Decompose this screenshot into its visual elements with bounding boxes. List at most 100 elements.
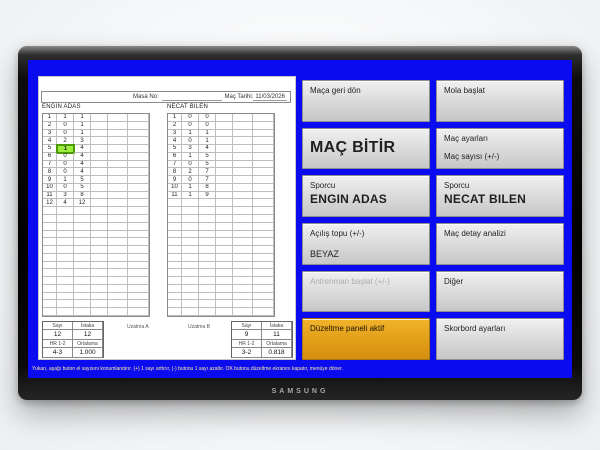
score-cell	[199, 215, 216, 223]
score-cell	[233, 114, 253, 122]
score-cell	[91, 308, 108, 316]
score-cell	[233, 207, 253, 215]
scoreboard-screen: Masa No: Maç Tarihi: 11/03/2026 ENGIN AD…	[28, 60, 572, 378]
score-cell	[233, 277, 253, 285]
score-cell	[108, 261, 128, 270]
score-cell: 1	[74, 129, 91, 138]
score-cell	[91, 114, 108, 122]
score-cell	[182, 292, 199, 301]
button-mac-detay-analizi[interactable]: Maç detay analizi	[436, 223, 564, 265]
score-cell	[74, 277, 91, 285]
player1-score-table: 1 1 1 2 0 1 3 0 1 4 2 3 5 1 4 6 0 4 7 0 4 8 0 4 9 1 5 10 0 5 11 3 8 12 4 12	[42, 113, 150, 317]
score-cell	[74, 253, 91, 262]
score-cell	[43, 308, 57, 316]
score-cell	[43, 230, 57, 239]
button-sporcu-engin-adas[interactable]: Sporcu ENGIN ADAS	[302, 175, 430, 217]
score-cell: 0	[182, 114, 199, 122]
score-cell: 9	[43, 176, 57, 184]
score-cell	[108, 277, 128, 285]
player1-ortalama-value: 1.000	[73, 348, 103, 358]
score-cell	[253, 238, 274, 247]
score-cell	[108, 137, 128, 146]
button-maca-geri-don[interactable]: Maça geri dön	[302, 80, 430, 122]
score-cell	[43, 222, 57, 231]
score-cell	[128, 176, 149, 184]
button-mac-bitir[interactable]: MAÇ BİTİR	[302, 127, 430, 170]
score-cell: 2	[182, 168, 199, 177]
match-date-label: Maç Tarihi:	[224, 94, 254, 100]
score-cell	[43, 238, 57, 247]
score-cell: 4	[74, 168, 91, 177]
score-cell	[57, 222, 74, 231]
button-label: Açılış topu (+/-)	[310, 229, 365, 238]
stat-header-ortalama: Ortalama	[73, 340, 103, 348]
score-cell: 1	[43, 114, 57, 122]
score-cell	[74, 269, 91, 278]
score-cell	[108, 145, 128, 153]
player2-hr-value: 3-2	[232, 348, 262, 358]
score-cell	[253, 207, 274, 215]
score-cell	[108, 238, 128, 247]
button-skorbord-ayarlari[interactable]: Skorbord ayarları	[436, 318, 564, 360]
score-cell	[57, 230, 74, 239]
score-cell: 7	[199, 176, 216, 184]
score-cell	[253, 300, 274, 309]
score-cell	[182, 222, 199, 231]
score-cell: 2	[43, 121, 57, 130]
score-cell	[253, 292, 274, 301]
score-cell	[128, 253, 149, 262]
score-cell	[168, 269, 182, 278]
button-mola-baslat[interactable]: Mola başlat	[436, 80, 564, 122]
button-antrenman-baslat: Antrenman başlat (+/-)	[302, 270, 430, 313]
score-cell	[199, 222, 216, 231]
score-cell: 0	[57, 129, 74, 138]
score-cell	[91, 277, 108, 285]
score-cell: 5	[74, 176, 91, 184]
score-cell	[128, 114, 149, 122]
score-cell: 0	[57, 183, 74, 192]
score-cell	[91, 121, 108, 130]
score-cell	[168, 246, 182, 254]
player1-hr-value: 4-3	[43, 348, 73, 358]
score-cell	[199, 207, 216, 215]
button-diger[interactable]: Diğer	[436, 270, 564, 313]
score-cell	[182, 199, 199, 208]
scoreboard-panel: Masa No: Maç Tarihi: 11/03/2026 ENGIN AD…	[38, 76, 296, 360]
button-sporcu-necat-bilen[interactable]: Sporcu NECAT BILEN	[436, 175, 564, 217]
score-cell	[253, 176, 274, 184]
score-cell	[216, 207, 233, 215]
score-cell	[199, 199, 216, 208]
score-cell: 5	[199, 152, 216, 161]
score-cell	[128, 199, 149, 208]
score-cell	[108, 222, 128, 231]
score-cell	[91, 230, 108, 239]
footer-instructions: Yukarı, aşağı buton el sayısını konumlan…	[32, 366, 343, 372]
score-cell: 3	[43, 129, 57, 138]
button-acilis-topu[interactable]: Açılış topu (+/-) BEYAZ	[302, 223, 430, 265]
score-cell	[108, 292, 128, 301]
active-score-cell[interactable]: 1	[56, 144, 75, 154]
score-cell	[57, 308, 74, 316]
button-label: Mola başlat	[444, 86, 485, 95]
score-cell: 1	[74, 121, 91, 130]
score-cell: 0	[182, 160, 199, 169]
score-cell	[199, 238, 216, 247]
score-cell	[199, 284, 216, 293]
masa-no-label: Masa No:	[133, 94, 159, 100]
score-cell	[199, 230, 216, 239]
score-cell	[43, 246, 57, 254]
score-cell	[128, 308, 149, 316]
score-cell: 9	[168, 176, 182, 184]
score-cell	[108, 176, 128, 184]
score-cell: 5	[74, 183, 91, 192]
score-cell	[74, 292, 91, 301]
button-duzeltme-paneli-aktif[interactable]: Düzeltme paneli aktif	[302, 318, 430, 360]
button-mac-ayarlari[interactable]: Maç ayarları Maç sayısı (+/-)	[436, 127, 564, 170]
score-cell: 12	[74, 199, 91, 208]
score-cell	[233, 222, 253, 231]
player1-sayi-value: 12	[43, 330, 73, 340]
score-cell	[253, 215, 274, 223]
score-cell	[128, 277, 149, 285]
score-cell	[108, 121, 128, 130]
score-cell	[253, 160, 274, 169]
